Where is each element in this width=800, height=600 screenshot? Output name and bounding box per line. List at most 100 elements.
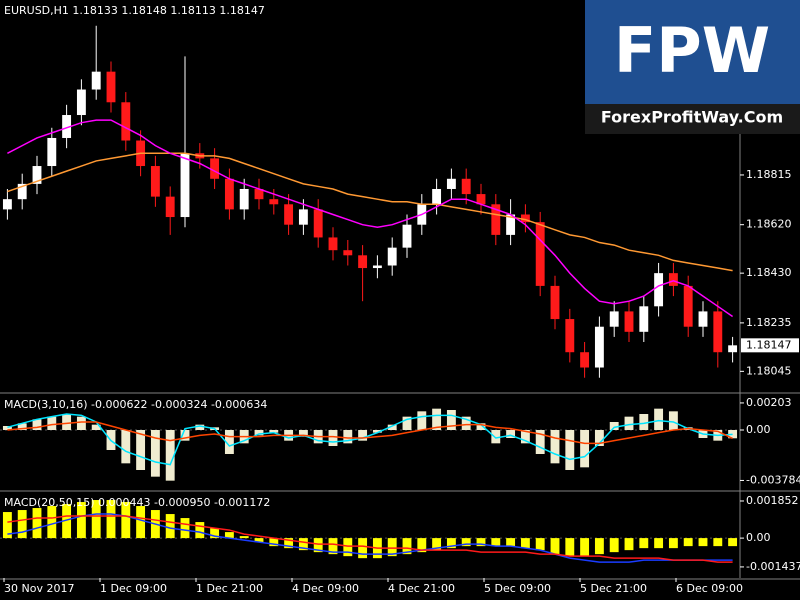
- histogram-bar: [728, 430, 738, 439]
- histogram-bar: [476, 538, 486, 547]
- candle-body: [461, 178, 471, 195]
- candle-body: [594, 326, 604, 368]
- candle-body: [62, 115, 72, 138]
- candle-body: [254, 188, 264, 200]
- candle-body: [476, 194, 486, 205]
- candle-body: [180, 153, 190, 218]
- x-tick-label: 4 Dec 21:00: [388, 582, 455, 595]
- x-tick-label: 4 Dec 09:00: [292, 582, 359, 595]
- candle-body: [491, 204, 501, 235]
- candle-body: [106, 71, 116, 103]
- y-tick-label: 0.00203: [746, 396, 792, 409]
- histogram-bar: [298, 430, 308, 437]
- candle-body: [535, 222, 545, 286]
- candle-body: [698, 311, 708, 327]
- histogram-bar: [298, 538, 308, 551]
- histogram-bar: [150, 430, 160, 477]
- candle-body: [150, 166, 160, 197]
- logo-mark: FPW: [614, 14, 770, 87]
- candle-body: [358, 255, 368, 269]
- candle-body: [565, 319, 575, 353]
- candle-body: [654, 273, 664, 307]
- histogram-bar: [284, 538, 294, 549]
- x-tick-label: 6 Dec 09:00: [676, 582, 743, 595]
- x-tick-label: 1 Dec 09:00: [100, 582, 167, 595]
- price-marker: [741, 338, 799, 353]
- histogram-bar: [343, 538, 353, 557]
- histogram-bar: [550, 430, 560, 464]
- candle-body: [2, 199, 12, 210]
- indicator-line: [7, 421, 733, 445]
- histogram-bar: [580, 538, 590, 557]
- histogram-bar: [32, 508, 42, 539]
- histogram-bar: [180, 518, 190, 539]
- histogram-bar: [121, 430, 131, 464]
- candle-body: [239, 188, 249, 210]
- candle-body: [76, 89, 86, 116]
- histogram-bar: [358, 538, 368, 559]
- candle-body: [328, 237, 338, 251]
- histogram-bar: [387, 538, 397, 557]
- histogram-bar: [506, 538, 516, 547]
- candle-body: [32, 166, 42, 184]
- candle-body: [121, 102, 131, 141]
- histogram-bar: [565, 538, 575, 557]
- histogram-bar: [328, 430, 338, 446]
- histogram-bar: [535, 538, 545, 551]
- histogram-bar: [580, 430, 590, 468]
- panel-title: MACD(20,50,15) 0.000443 -0.000950 -0.001…: [4, 496, 270, 509]
- histogram-bar: [402, 538, 412, 555]
- histogram-bar: [432, 538, 442, 551]
- histogram-bar: [239, 536, 249, 539]
- histogram-bar: [254, 538, 264, 543]
- histogram-bar: [594, 538, 604, 555]
- y-tick-label: 0.00: [746, 423, 771, 436]
- candle-body: [432, 188, 442, 205]
- histogram-bar: [594, 430, 604, 446]
- candle-body: [639, 306, 649, 332]
- histogram-bar: [195, 522, 205, 539]
- histogram-bar: [639, 414, 649, 430]
- candle-body: [372, 265, 382, 269]
- histogram-bar: [683, 538, 693, 547]
- y-tick-label: 1.18815: [746, 168, 792, 181]
- candle-body: [298, 209, 308, 225]
- y-tick-label: -0.001437: [746, 560, 800, 573]
- histogram-bar: [180, 430, 190, 441]
- histogram-bar: [106, 500, 116, 539]
- histogram-bar: [535, 430, 545, 454]
- indicator-line: [7, 515, 733, 563]
- histogram-bar: [254, 430, 264, 436]
- histogram-bar: [91, 500, 101, 539]
- histogram-bar: [313, 538, 323, 553]
- histogram-bar: [565, 430, 575, 470]
- histogram-bar: [668, 411, 678, 430]
- histogram-bar: [506, 430, 516, 438]
- indicator-line: [7, 152, 733, 272]
- histogram-bar: [520, 430, 530, 444]
- candle-body: [624, 311, 634, 332]
- candle-body: [165, 196, 175, 218]
- histogram-bar: [121, 502, 131, 539]
- histogram-bar: [668, 538, 678, 549]
- histogram-bar: [47, 416, 57, 430]
- histogram-bar: [195, 424, 205, 430]
- candle-body: [668, 273, 678, 286]
- histogram-bar: [713, 538, 723, 547]
- candle-body: [269, 199, 279, 205]
- histogram-bar: [654, 408, 664, 430]
- histogram-bar: [269, 538, 279, 547]
- histogram-bar: [624, 538, 634, 551]
- candle-body: [520, 214, 530, 223]
- histogram-bar: [358, 430, 368, 441]
- histogram-bar: [32, 419, 42, 430]
- histogram-bar: [62, 504, 72, 539]
- candle-body: [284, 204, 294, 225]
- histogram-bar: [2, 512, 12, 539]
- y-tick-label: 0.00: [746, 531, 771, 544]
- y-tick-label: 1.18235: [746, 316, 792, 329]
- histogram-bar: [224, 430, 234, 454]
- histogram-bar: [609, 422, 619, 430]
- histogram-bar: [328, 538, 338, 555]
- y-tick-label: 1.18430: [746, 266, 792, 279]
